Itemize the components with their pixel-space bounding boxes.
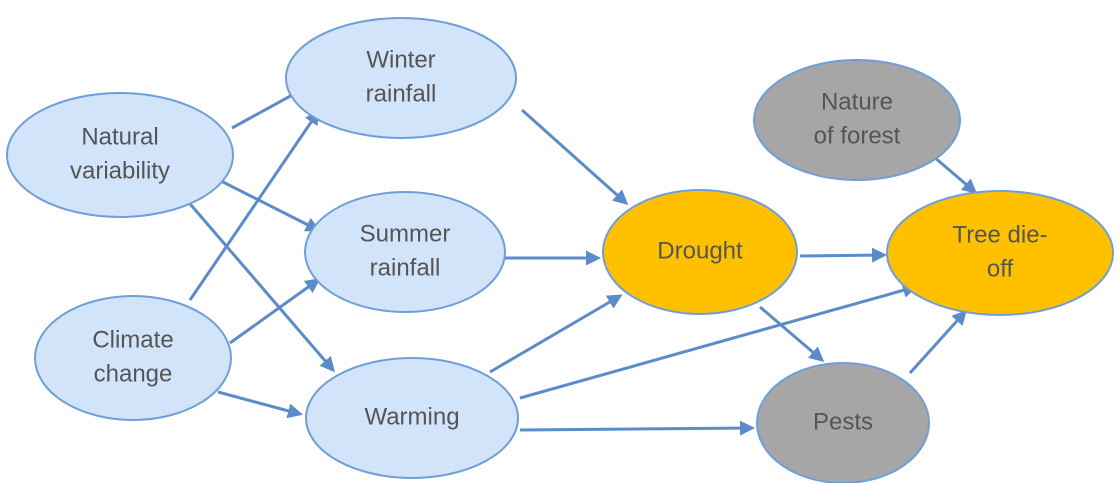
node: Natural variability [6,92,234,218]
edge [188,109,320,301]
edge [183,197,335,373]
node-label: of forest [814,122,901,149]
node-shape [756,362,930,483]
node: Nature of forest [753,59,961,181]
node: Tree die-off [886,190,1114,316]
node-shape [886,190,1114,316]
node-shape [34,295,232,421]
node-label: Winter [366,46,435,73]
edge [759,305,825,362]
node-label: Natural [81,123,158,150]
edge [521,108,629,205]
edge [799,247,887,263]
nodes: Natural variability Climate change Winter rai… [6,17,1114,483]
edge [519,420,755,436]
node-label: Summer [360,220,451,247]
node-label: Tree die- [952,221,1047,248]
node-label: Drought [657,237,743,264]
edges [183,86,978,436]
edge [229,278,321,345]
node-label: change [94,360,173,387]
node-label: rainfall [366,80,437,107]
node-shape [305,357,519,479]
edge [489,294,623,374]
node: Warming [305,357,519,479]
node-shape [753,59,961,181]
node-label: Nature [821,88,893,115]
node: Climate change [34,295,232,421]
node-shape [602,189,798,315]
node: Pests [756,362,930,483]
edge [217,390,303,419]
node: Drought [602,189,798,315]
node-label: variability [70,157,170,184]
node: Winter rainfall [285,17,517,139]
node-shape [304,191,506,313]
node-shape [6,92,234,218]
edge [214,176,321,232]
node-shape [285,17,517,139]
node-label: Climate [92,326,173,353]
edge [908,309,968,375]
node-label: off [987,255,1014,282]
edge [519,283,918,400]
node: Summer rainfall [304,191,506,313]
node-label: Pests [813,408,873,435]
node-label: Warming [364,403,459,430]
node-label: rainfall [370,254,441,281]
